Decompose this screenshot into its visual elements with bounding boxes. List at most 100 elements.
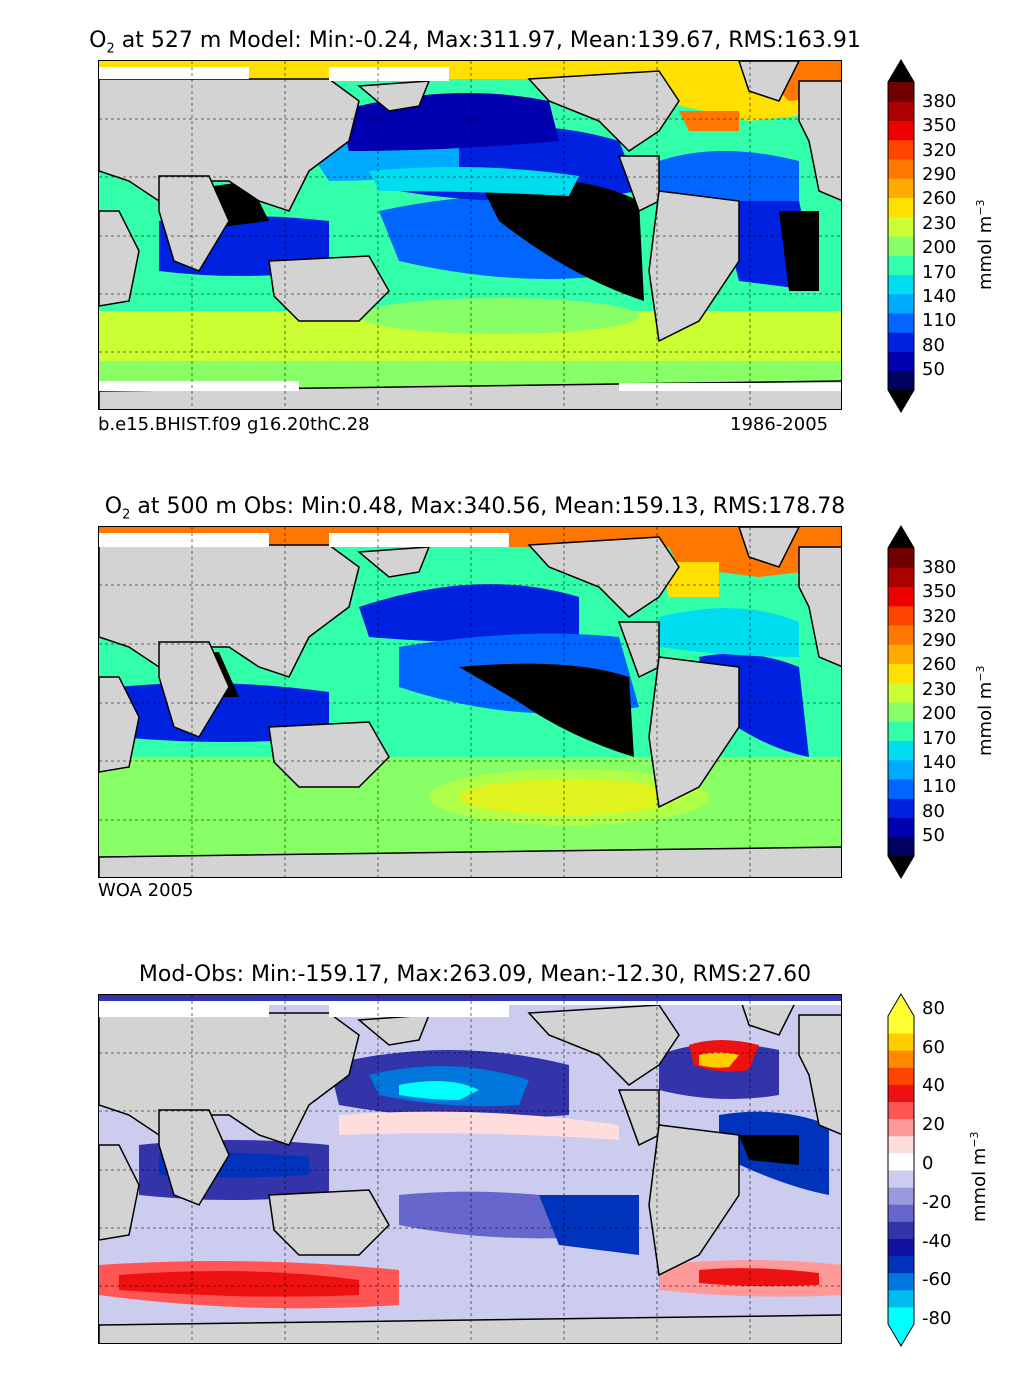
colorbar-segment bbox=[888, 120, 914, 141]
colorbar-segment bbox=[888, 216, 914, 237]
cbar-tick: 230 bbox=[922, 213, 957, 234]
colorbar-outline bbox=[887, 993, 915, 1347]
colorbar-segment bbox=[888, 274, 914, 295]
diff-colorbar-unit: mmol m−3 bbox=[968, 1131, 990, 1222]
colorbar-segment bbox=[888, 682, 914, 703]
obs-panel: O2 at 500 m Obs: Min:0.48, Max:340.56, M… bbox=[0, 460, 1026, 920]
model-colorbar bbox=[887, 59, 915, 413]
colorbar-segment bbox=[888, 759, 914, 780]
colorbar-segment bbox=[888, 332, 914, 352]
cbar-tick: 350 bbox=[922, 115, 957, 136]
colorbar-segment bbox=[888, 1238, 914, 1257]
colorbar-segment bbox=[888, 779, 914, 799]
model-panel: O2 at 527 m Model: Min:-0.24, Max:311.97… bbox=[0, 0, 1026, 460]
cbar-tick: 320 bbox=[922, 140, 957, 161]
obs-map-svg bbox=[99, 527, 841, 877]
colorbar-over-triangle bbox=[888, 60, 914, 82]
model-map bbox=[98, 60, 842, 410]
colorbar-under-triangle bbox=[888, 390, 914, 412]
diff-panel-title: Mod-Obs: Min:-159.17, Max:263.09, Mean:-… bbox=[138, 962, 812, 987]
cbar-tick: 290 bbox=[922, 164, 957, 185]
colorbar-outline bbox=[887, 525, 915, 879]
cbar-tick: 140 bbox=[922, 752, 957, 773]
cbar-tick: 110 bbox=[922, 310, 957, 331]
colorbar-segment bbox=[888, 798, 914, 818]
colorbar-segment bbox=[888, 1152, 914, 1171]
cbar-tick: 50 bbox=[922, 359, 945, 380]
colorbar-segment bbox=[888, 1204, 914, 1222]
colorbar-segment bbox=[888, 1067, 914, 1085]
cbar-tick: 80 bbox=[922, 801, 945, 822]
colorbar-segment bbox=[888, 351, 914, 372]
colorbar-segment bbox=[888, 1255, 914, 1274]
colorbar-segment bbox=[888, 255, 914, 275]
colorbar-segment bbox=[888, 702, 914, 722]
model-caption-left: b.e15.BHIST.f09 g16.20thC.28 bbox=[98, 414, 370, 435]
colorbar-segment bbox=[888, 625, 914, 645]
cbar-tick: 230 bbox=[922, 679, 957, 700]
cbar-tick: 60 bbox=[922, 1037, 945, 1058]
colorbar-segment bbox=[888, 1187, 914, 1205]
diff-map-svg bbox=[99, 995, 841, 1343]
cbar-tick: 350 bbox=[922, 581, 957, 602]
colorbar-segment bbox=[888, 1118, 914, 1137]
colorbar-segment bbox=[888, 82, 914, 102]
colorbar-outline bbox=[887, 59, 915, 413]
cbar-tick: 320 bbox=[922, 606, 957, 627]
colorbar-segment bbox=[888, 721, 914, 741]
colorbar-segment bbox=[888, 1272, 914, 1291]
colorbar-segment bbox=[888, 586, 914, 607]
colorbar-segment bbox=[888, 1170, 914, 1188]
cbar-tick: -40 bbox=[922, 1231, 952, 1252]
colorbar-over-triangle bbox=[888, 526, 914, 548]
cbar-tick: 200 bbox=[922, 703, 957, 724]
colorbar-segment bbox=[888, 1084, 914, 1103]
colorbar-segment bbox=[888, 236, 914, 256]
colorbar-segment bbox=[888, 1050, 914, 1068]
colorbar-segment bbox=[888, 817, 914, 838]
diff-map bbox=[98, 994, 842, 1344]
colorbar-segment bbox=[888, 567, 914, 587]
cbar-tick: 80 bbox=[922, 335, 945, 356]
cbar-tick: 260 bbox=[922, 188, 957, 209]
cbar-tick: 380 bbox=[922, 557, 957, 578]
colorbar-segment bbox=[888, 159, 914, 179]
obs-map bbox=[98, 526, 842, 878]
cbar-tick: 20 bbox=[922, 1114, 945, 1135]
cbar-tick: 290 bbox=[922, 630, 957, 651]
colorbar-segment bbox=[888, 836, 914, 857]
colorbar-segment bbox=[888, 1221, 914, 1239]
colorbar-segment bbox=[888, 1135, 914, 1154]
colorbar-segment bbox=[888, 663, 914, 684]
cbar-tick: 140 bbox=[922, 286, 957, 307]
colorbar-segment bbox=[888, 1016, 914, 1034]
model-panel-title: O2 at 527 m Model: Min:-0.24, Max:311.97… bbox=[89, 28, 861, 57]
model-colorbar-unit: mmol m−3 bbox=[974, 199, 996, 290]
colorbar-segment bbox=[888, 1033, 914, 1051]
cbar-tick: 200 bbox=[922, 237, 957, 258]
cbar-tick: 260 bbox=[922, 654, 957, 675]
colorbar-segment bbox=[888, 293, 914, 314]
cbar-tick: 170 bbox=[922, 728, 957, 749]
cbar-tick: 80 bbox=[922, 998, 945, 1019]
colorbar-segment bbox=[888, 1289, 914, 1308]
diff-colorbar bbox=[887, 993, 915, 1347]
cbar-tick: 40 bbox=[922, 1075, 945, 1096]
cbar-tick: -80 bbox=[922, 1308, 952, 1329]
obs-panel-title: O2 at 500 m Obs: Min:0.48, Max:340.56, M… bbox=[104, 494, 846, 523]
colorbar-under-triangle bbox=[888, 856, 914, 878]
cbar-tick: 110 bbox=[922, 776, 957, 797]
colorbar-under-triangle bbox=[888, 1324, 914, 1346]
colorbar-segment bbox=[888, 1101, 914, 1120]
obs-colorbar bbox=[887, 525, 915, 879]
colorbar-segment bbox=[888, 313, 914, 333]
colorbar-segment bbox=[888, 605, 914, 626]
colorbar-segment bbox=[888, 139, 914, 160]
diff-panel: Mod-Obs: Min:-159.17, Max:263.09, Mean:-… bbox=[0, 920, 1026, 1374]
colorbar-segment bbox=[888, 370, 914, 391]
colorbar-segment bbox=[888, 740, 914, 761]
cbar-tick: 0 bbox=[922, 1153, 934, 1174]
cbar-tick: -20 bbox=[922, 1192, 952, 1213]
colorbar-segment bbox=[888, 548, 914, 568]
model-map-svg bbox=[99, 61, 841, 409]
